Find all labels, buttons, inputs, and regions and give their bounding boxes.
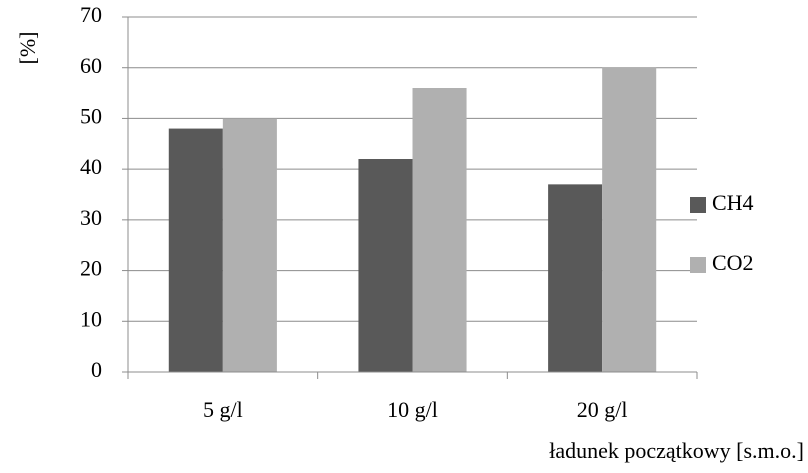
legend-label: CO2 <box>712 250 754 275</box>
y-tick-label: 20 <box>80 256 102 281</box>
bar <box>358 159 413 372</box>
legend-swatch <box>690 257 706 273</box>
x-axis-label: ładunek początkowy [s.m.o.] <box>549 438 804 463</box>
bar <box>412 88 467 372</box>
x-tick-label: 5 g/l <box>203 397 243 422</box>
y-tick-label: 10 <box>80 306 102 331</box>
x-tick-label: 20 g/l <box>577 397 628 422</box>
y-tick-label: 60 <box>80 53 102 78</box>
y-tick-label: 30 <box>80 205 102 230</box>
bar <box>222 118 277 372</box>
y-axis-label: [%] <box>15 32 40 65</box>
bar <box>602 67 657 372</box>
x-tick-label: 10 g/l <box>387 397 438 422</box>
y-tick-label: 0 <box>91 357 102 382</box>
legend-swatch <box>690 197 706 213</box>
y-tick-label: 50 <box>80 103 102 128</box>
y-tick-label: 40 <box>80 154 102 179</box>
bar <box>168 128 223 372</box>
y-tick-label: 70 <box>80 2 102 27</box>
bar <box>548 184 603 372</box>
legend-label: CH4 <box>712 190 754 215</box>
